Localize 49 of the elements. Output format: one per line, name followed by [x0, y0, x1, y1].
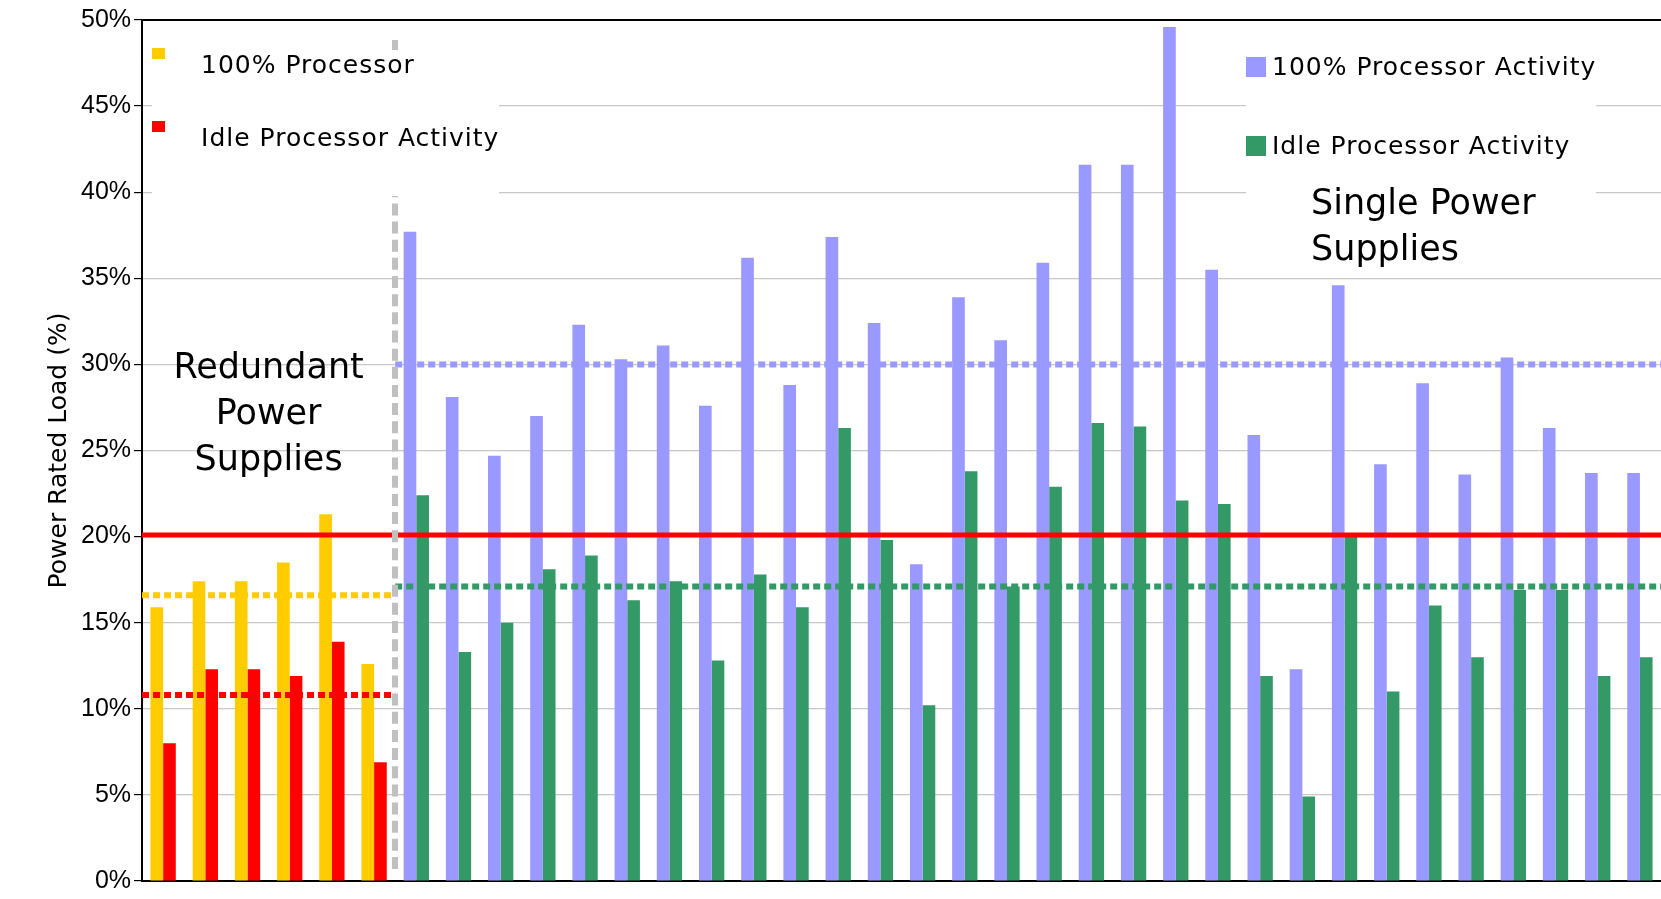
bar — [445, 397, 459, 881]
y-tick-label: 10% — [80, 692, 132, 721]
bar — [1374, 464, 1387, 881]
y-tick-label: 25% — [80, 434, 132, 463]
bar — [1639, 657, 1653, 881]
y-tick-label: 40% — [80, 176, 132, 205]
y-tick-label: 20% — [80, 520, 132, 549]
y-tick-label: 0% — [94, 864, 132, 893]
bar — [1542, 428, 1556, 881]
y-tick-label: 35% — [80, 262, 132, 291]
bar — [530, 416, 543, 881]
bar — [1289, 669, 1303, 881]
bar — [163, 743, 176, 881]
bar — [783, 385, 797, 881]
bar — [458, 651, 472, 881]
bar — [1458, 474, 1472, 881]
bar — [1585, 472, 1598, 881]
bar — [711, 660, 725, 881]
legend-label: 100% Processor Activity — [1272, 52, 1597, 81]
bar — [361, 664, 375, 881]
bar — [150, 607, 164, 881]
bar — [1471, 657, 1484, 881]
bar — [1260, 676, 1273, 881]
legend-label: 100% Processor — [201, 50, 415, 79]
y-axis-title: Power Rated Load (%) — [42, 312, 72, 589]
bar — [1597, 676, 1611, 881]
bar — [488, 455, 501, 881]
bar — [1428, 605, 1442, 881]
y-tick-label: 50% — [80, 3, 132, 32]
annotation: Redundant Power Supplies — [172, 344, 365, 480]
bar — [922, 705, 936, 881]
bar — [1247, 435, 1261, 881]
bar — [1302, 796, 1316, 881]
bar — [909, 564, 923, 881]
annotation: Single Power Supplies — [1311, 181, 1537, 271]
legend-label: Idle Processor Activity — [1272, 131, 1571, 160]
bar — [1627, 472, 1640, 881]
legend-label: Idle Processor Activity — [201, 123, 500, 152]
bar — [374, 762, 387, 881]
y-tick-label: 30% — [80, 348, 132, 377]
y-tick-label: 15% — [80, 606, 132, 635]
bar — [1386, 691, 1400, 881]
bar — [1416, 383, 1429, 881]
bar — [627, 600, 640, 881]
bar — [698, 405, 712, 881]
y-tick-label: 5% — [94, 778, 132, 807]
bar — [796, 607, 809, 881]
bar — [500, 622, 514, 881]
y-tick-label: 45% — [80, 89, 132, 118]
